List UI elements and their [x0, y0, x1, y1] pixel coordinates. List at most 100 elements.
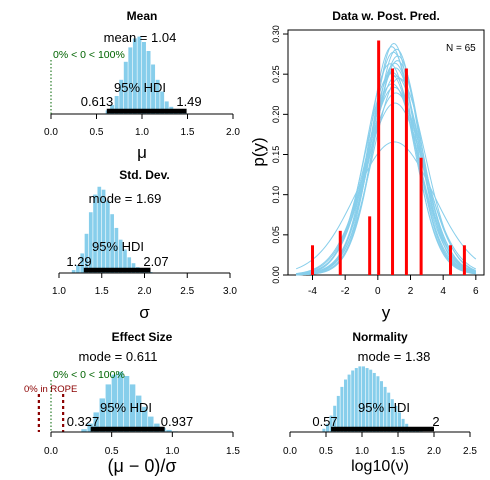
rope-text: 0% in ROPE [24, 384, 77, 395]
histogram-bar [160, 91, 165, 114]
histogram-bar [118, 239, 123, 273]
hdi-low-label: 0.57 [312, 414, 337, 429]
histogram-bar [351, 370, 355, 432]
histogram-bar [166, 429, 172, 432]
central-tendency-label: mode = 0.611 [79, 349, 158, 364]
x-tick-label: 1.5 [95, 286, 109, 297]
histogram-bar [101, 189, 106, 273]
hdi-label: 95% HDI [114, 80, 166, 95]
posterior-panel-2: Effect Size 0% < 0 < 100% 0% in ROPE mode =… [24, 330, 240, 476]
predictive-curve [296, 73, 476, 275]
hdi-high-label: 2 [432, 414, 439, 429]
posterior-panel-3: Normality mode = 1.38 95% HDI 0.57 2 0.0 0.5 1.… [283, 330, 477, 475]
histogram-bar [146, 51, 151, 114]
histogram-bar [88, 212, 93, 273]
x-tick-label: 1.0 [165, 446, 179, 457]
x-axis-label: σ [139, 303, 150, 322]
posterior-panel-0: Mean 0% < 0 < 100% mean = 1.04 95% HDI0.613… [44, 9, 240, 162]
x-tick-label: 2.0 [138, 286, 152, 297]
histogram-bar [164, 101, 169, 114]
predictive-curve [296, 83, 476, 275]
x-tick-label: 1.0 [52, 286, 66, 297]
hdi-high-label: 0.937 [161, 414, 194, 429]
central-tendency-label: mean = 1.04 [104, 30, 177, 45]
x-tick-label: 4 [440, 286, 446, 297]
histogram-bar [111, 374, 118, 432]
histogram-bar [383, 386, 387, 432]
hdi-low-label: 0.613 [81, 94, 114, 109]
histogram-bar [123, 249, 127, 273]
predictive-curve [296, 77, 477, 276]
histogram-bar [84, 233, 89, 273]
histogram-bar [329, 415, 333, 432]
y-tick-label: 0.20 [271, 106, 281, 124]
hdi-label: 95% HDI [358, 400, 410, 415]
x-tick-label: 2.0 [226, 127, 240, 138]
x-axis-label: log10(ν) [351, 458, 409, 475]
compare-text: 0% < 0 < 100% [53, 49, 125, 61]
histogram-bar [81, 429, 87, 432]
predictive-curve [296, 102, 477, 275]
histogram-bar [110, 214, 114, 273]
panel-title: Data w. Post. Pred. [332, 9, 440, 23]
histogram-bar [80, 253, 85, 273]
histogram-bar [372, 372, 376, 432]
x-tick-label: 6 [473, 286, 479, 297]
central-tendency-label: mode = 1.69 [89, 191, 162, 206]
histogram-bar [132, 38, 137, 114]
x-axis-label: (μ − 0)/σ [108, 456, 177, 476]
histogram-bar [326, 423, 329, 432]
histogram-bar [390, 399, 394, 432]
hdi-low-label: 0.327 [67, 414, 100, 429]
histogram-bar [105, 384, 112, 432]
x-tick-label: 2.5 [180, 286, 194, 297]
x-tick-label: 0 [375, 286, 381, 297]
histogram-bar [93, 194, 97, 273]
histogram-bar [137, 36, 142, 114]
histogram-bar [336, 395, 340, 432]
histogram-bar [142, 406, 148, 432]
y-axis-label: p(y) [249, 137, 268, 166]
histogram-bar [142, 42, 146, 114]
sample-size-label: N = 65 [446, 43, 476, 54]
histogram-bar [365, 368, 369, 432]
x-tick-label: 0.5 [90, 127, 104, 138]
x-axis-label: y [382, 303, 391, 322]
histogram-bar [369, 369, 373, 432]
hdi-label: 95% HDI [100, 400, 152, 415]
hdi-label: 95% HDI [92, 239, 144, 254]
x-tick-label: 2.5 [463, 446, 477, 457]
x-tick-label: 0.5 [319, 446, 333, 457]
histogram-bar [333, 405, 337, 432]
histogram-bar [128, 47, 133, 114]
hdi-high-label: 2.07 [143, 254, 168, 269]
histogram-bar [117, 371, 124, 432]
histogram-bar [97, 186, 102, 273]
histogram-bar [114, 96, 119, 114]
predictive-curve [295, 141, 477, 270]
central-tendency-label: mode = 1.38 [358, 349, 431, 364]
hdi-high-label: 1.49 [176, 94, 201, 109]
compare-text: 0% < 0 < 100% [53, 369, 125, 381]
histogram-bar [123, 376, 130, 432]
histogram-bar [322, 428, 326, 432]
histogram-bar [155, 79, 160, 114]
histogram-bar [127, 257, 132, 273]
panel-title: Effect Size [112, 330, 173, 344]
predictive-curve [296, 75, 476, 276]
y-tick-label: 0.30 [271, 25, 281, 43]
histogram-bar [123, 61, 128, 114]
histogram-bar [394, 405, 398, 432]
histogram-bar [93, 412, 99, 432]
histogram-bar [119, 79, 124, 114]
x-tick-label: 1.0 [355, 446, 369, 457]
histogram-bar [99, 398, 105, 432]
y-tick-label: 0.10 [271, 186, 281, 204]
plot-frame [287, 29, 485, 276]
panel-title: Mean [127, 9, 158, 23]
x-tick-label: 0.0 [44, 127, 58, 138]
x-axis-label: μ [137, 143, 147, 162]
x-tick-label: 1.5 [226, 446, 240, 457]
histogram-bar [71, 270, 76, 273]
histogram-bar [135, 395, 142, 432]
